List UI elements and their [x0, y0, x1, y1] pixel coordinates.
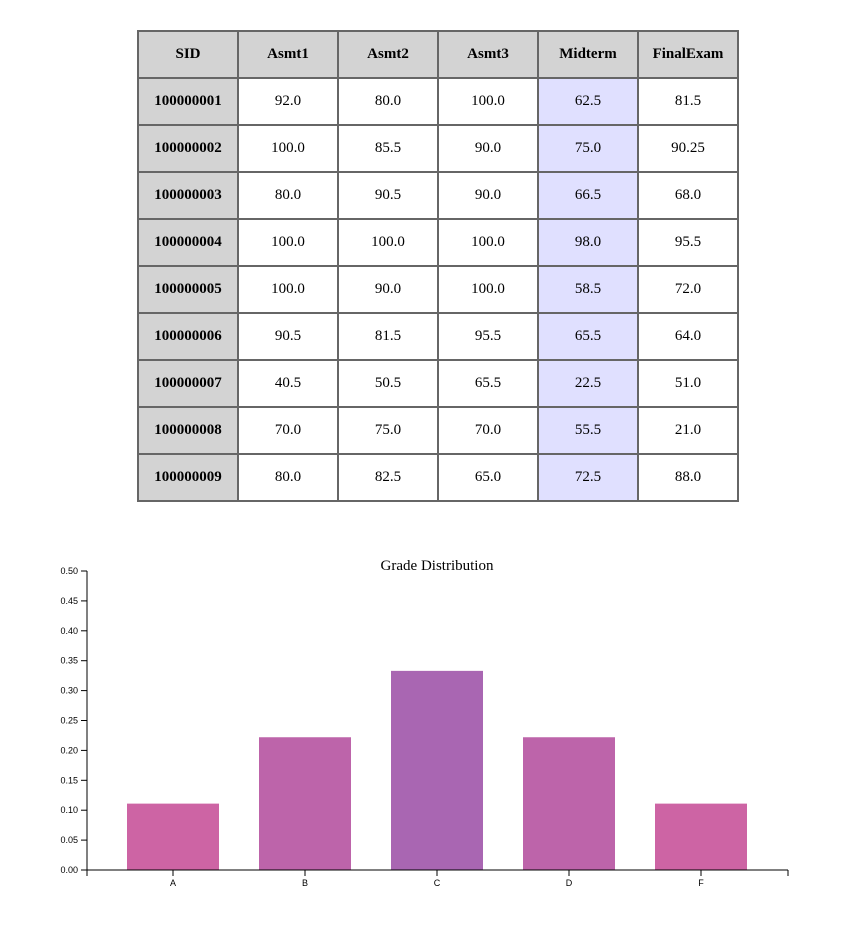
grade-cell: 88.0	[637, 453, 739, 502]
column-header-midterm: Midterm	[537, 30, 639, 79]
table-row: 100000001 92.0 80.0 100.0 62.5 81.5	[137, 77, 739, 126]
grade-cell: 70.0	[437, 406, 539, 455]
sid-cell: 100000007	[137, 359, 239, 408]
grade-cell: 72.5	[537, 453, 639, 502]
grade-cell: 65.5	[437, 359, 539, 408]
column-header-sid: SID	[137, 30, 239, 79]
sid-cell: 100000006	[137, 312, 239, 361]
table-row: 100000004 100.0 100.0 100.0 98.0 95.5	[137, 218, 739, 267]
sid-cell: 100000004	[137, 218, 239, 267]
bar-b	[259, 737, 351, 870]
grade-cell: 75.0	[537, 124, 639, 173]
grade-cell: 68.0	[637, 171, 739, 220]
grade-cell: 85.5	[337, 124, 439, 173]
grade-cell: 90.5	[337, 171, 439, 220]
y-tick-label: 0.00	[60, 865, 78, 875]
grade-cell: 100.0	[237, 124, 339, 173]
table-row: 100000006 90.5 81.5 95.5 65.5 64.0	[137, 312, 739, 361]
grade-cell: 100.0	[237, 265, 339, 314]
grade-cell: 92.0	[237, 77, 339, 126]
grade-cell: 62.5	[537, 77, 639, 126]
grade-cell: 90.0	[437, 171, 539, 220]
grades-table: SID Asmt1 Asmt2 Asmt3 Midterm FinalExam 10000…	[137, 30, 739, 502]
grade-cell: 50.5	[337, 359, 439, 408]
grade-cell: 90.25	[637, 124, 739, 173]
column-header-finalexam: FinalExam	[637, 30, 739, 79]
sid-cell: 100000008	[137, 406, 239, 455]
table-row: 100000003 80.0 90.5 90.0 66.5 68.0	[137, 171, 739, 220]
grade-cell: 100.0	[237, 218, 339, 267]
chart-title: Grade Distribution	[381, 558, 494, 574]
grade-cell: 51.0	[637, 359, 739, 408]
grade-cell: 22.5	[537, 359, 639, 408]
grade-cell: 40.5	[237, 359, 339, 408]
y-tick-label: 0.35	[60, 656, 78, 666]
grade-cell: 80.0	[337, 77, 439, 126]
grade-cell: 98.0	[537, 218, 639, 267]
grade-cell: 65.0	[437, 453, 539, 502]
y-tick-label: 0.05	[60, 835, 78, 845]
bar-f	[655, 803, 747, 870]
grade-distribution-chart: Grade Distribution 0.000.050.100.150.200…	[60, 558, 789, 888]
grade-cell: 100.0	[437, 265, 539, 314]
x-tick-label: D	[566, 878, 573, 888]
column-header-asmt2: Asmt2	[337, 30, 439, 79]
y-axis: 0.00 0.05 0.10 0.15 0.20 0.25 0.30 0.35 0.40 0.45…	[60, 566, 88, 875]
y-tick-label: 0.40	[60, 626, 78, 636]
grade-cell: 95.5	[637, 218, 739, 267]
grade-cell: 70.0	[237, 406, 339, 455]
sid-cell: 100000003	[137, 171, 239, 220]
sid-cell: 100000001	[137, 77, 239, 126]
grade-cell: 75.0	[337, 406, 439, 455]
table-row: 100000007 40.5 50.5 65.5 22.5 51.0	[137, 359, 739, 408]
grade-cell: 64.0	[637, 312, 739, 361]
grade-cell: 90.0	[337, 265, 439, 314]
grade-cell: 95.5	[437, 312, 539, 361]
grade-cell: 58.5	[537, 265, 639, 314]
grade-cell: 66.5	[537, 171, 639, 220]
table-header-row: SID Asmt1 Asmt2 Asmt3 Midterm FinalExam	[137, 30, 739, 79]
y-tick-label: 0.25	[60, 716, 78, 726]
y-tick-label: 0.30	[60, 686, 78, 696]
grade-cell: 55.5	[537, 406, 639, 455]
column-header-asmt3: Asmt3	[437, 30, 539, 79]
grade-cell: 90.5	[237, 312, 339, 361]
grade-cell: 100.0	[437, 77, 539, 126]
grade-cell: 21.0	[637, 406, 739, 455]
grade-cell: 81.5	[337, 312, 439, 361]
table-body: 100000001 92.0 80.0 100.0 62.5 81.5 100000002 1…	[137, 77, 739, 502]
table-row: 100000002 100.0 85.5 90.0 75.0 90.25	[137, 124, 739, 173]
grade-cell: 72.0	[637, 265, 739, 314]
x-tick-label: A	[170, 878, 176, 888]
x-tick-label: F	[698, 878, 704, 888]
y-tick-label: 0.15	[60, 775, 78, 785]
grade-cell: 80.0	[237, 171, 339, 220]
y-tick-label: 0.10	[60, 805, 78, 815]
sid-cell: 100000009	[137, 453, 239, 502]
x-tick-label: C	[434, 878, 441, 888]
grade-cell: 90.0	[437, 124, 539, 173]
y-tick-label: 0.45	[60, 596, 78, 606]
sid-cell: 100000005	[137, 265, 239, 314]
grade-cell: 100.0	[337, 218, 439, 267]
y-tick-label: 0.50	[60, 566, 78, 576]
bar-a	[127, 803, 219, 870]
grade-cell: 100.0	[437, 218, 539, 267]
bar-d	[523, 737, 615, 870]
y-tick-label: 0.20	[60, 745, 78, 755]
table-row: 100000005 100.0 90.0 100.0 58.5 72.0	[137, 265, 739, 314]
grade-cell: 80.0	[237, 453, 339, 502]
bars	[127, 670, 747, 870]
sid-cell: 100000002	[137, 124, 239, 173]
grade-cell: 65.5	[537, 312, 639, 361]
table-row: 100000009 80.0 82.5 65.0 72.5 88.0	[137, 453, 739, 502]
grade-cell: 81.5	[637, 77, 739, 126]
column-header-asmt1: Asmt1	[237, 30, 339, 79]
table-row: 100000008 70.0 75.0 70.0 55.5 21.0	[137, 406, 739, 455]
bar-c	[391, 670, 483, 870]
x-tick-label: B	[302, 878, 308, 888]
grade-cell: 82.5	[337, 453, 439, 502]
